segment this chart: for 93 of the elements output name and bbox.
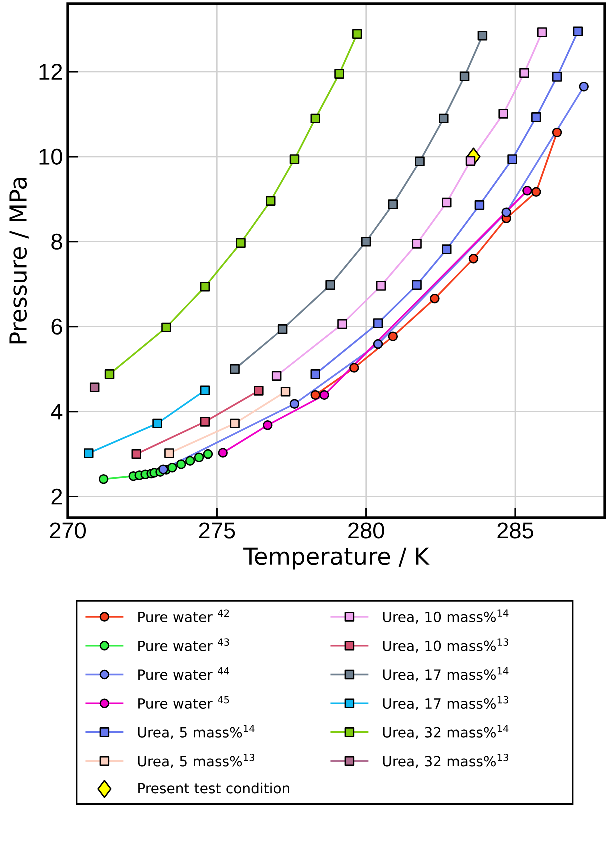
legend-label: Urea, 17 mass%$^{14}$ xyxy=(383,668,509,682)
legend-label: Urea, 5 mass%$^{13}$ xyxy=(138,754,255,768)
point xyxy=(412,280,422,290)
point xyxy=(326,280,336,290)
legend-label: Urea, 32 mass%$^{13}$ xyxy=(383,754,508,768)
point xyxy=(478,30,488,41)
point xyxy=(176,460,186,470)
x-tick-label: 270 xyxy=(50,522,86,539)
y-tick-label: 10 xyxy=(40,148,62,165)
point xyxy=(236,238,246,248)
legend-label: Urea, 17 mass%$^{13}$ xyxy=(383,696,508,710)
point xyxy=(280,386,291,397)
point xyxy=(90,382,100,392)
legend-label: Urea, 5 mass%$^{14}$ xyxy=(138,725,255,740)
point xyxy=(185,456,196,466)
y-tick-label: 6 xyxy=(52,318,62,335)
point xyxy=(442,244,452,254)
point xyxy=(498,109,508,119)
point xyxy=(200,282,210,292)
point xyxy=(200,417,210,427)
point xyxy=(522,186,532,196)
point xyxy=(388,332,398,342)
y-tick-label: 2 xyxy=(52,488,62,505)
legend-label: Urea, 32 mass%$^{14}$ xyxy=(383,725,509,740)
point xyxy=(266,196,276,206)
point xyxy=(552,72,562,82)
point xyxy=(373,318,384,328)
point xyxy=(502,208,512,218)
legend-label: Urea, 10 mass%$^{13}$ xyxy=(383,638,508,653)
legend-label: Pure water $^{44}$ xyxy=(138,668,230,680)
point xyxy=(439,114,449,124)
y-tick-label: 8 xyxy=(52,234,62,250)
point xyxy=(352,29,362,40)
point xyxy=(230,364,240,374)
point xyxy=(98,474,109,484)
y-axis-title: Pressure / MPa xyxy=(10,178,29,344)
point xyxy=(442,198,452,208)
point xyxy=(350,363,360,373)
point xyxy=(466,156,476,166)
legend-label: Urea, 10 mass%$^{14}$ xyxy=(383,610,509,624)
point xyxy=(373,339,384,350)
point xyxy=(579,82,589,92)
legend-label: Pure water $^{45}$ xyxy=(138,696,230,709)
point xyxy=(272,371,282,381)
point xyxy=(415,156,425,166)
point xyxy=(430,294,440,304)
point xyxy=(552,128,562,138)
point xyxy=(162,322,172,333)
point xyxy=(388,200,398,210)
point xyxy=(203,449,214,460)
point xyxy=(537,28,548,38)
point xyxy=(508,154,518,164)
point xyxy=(194,452,204,463)
legend-label: Present test condition xyxy=(138,782,290,794)
x-tick-label: 280 xyxy=(348,522,384,539)
legend-label: Pure water $^{43}$ xyxy=(138,638,230,652)
point xyxy=(152,418,162,429)
x-tick-label: 285 xyxy=(498,522,534,539)
point xyxy=(263,420,273,430)
point xyxy=(573,26,584,36)
point xyxy=(376,281,386,291)
point xyxy=(310,114,320,124)
point xyxy=(158,464,168,474)
point xyxy=(532,187,542,198)
point xyxy=(164,448,174,458)
point xyxy=(132,449,142,460)
point xyxy=(334,69,344,79)
y-tick-label: 4 xyxy=(51,404,63,420)
point xyxy=(218,448,228,458)
point xyxy=(290,154,300,164)
x-axis-title: Temperature / K xyxy=(244,548,430,570)
point xyxy=(460,72,470,82)
point xyxy=(320,390,330,400)
point xyxy=(310,370,320,380)
x-tick-label: 275 xyxy=(199,522,236,539)
point xyxy=(468,254,479,264)
point xyxy=(104,370,115,380)
point xyxy=(200,386,210,396)
point xyxy=(230,418,240,429)
point xyxy=(532,112,542,122)
point xyxy=(310,390,320,400)
point xyxy=(412,239,422,249)
point xyxy=(278,324,288,334)
point xyxy=(520,68,530,78)
point xyxy=(84,448,94,458)
point xyxy=(290,399,300,410)
point xyxy=(361,237,372,247)
legend-label: Pure water $^{42}$ xyxy=(138,610,230,622)
point xyxy=(338,319,348,330)
point xyxy=(254,386,264,396)
point xyxy=(474,200,485,210)
y-tick-label: 12 xyxy=(40,64,62,80)
point xyxy=(168,463,178,473)
